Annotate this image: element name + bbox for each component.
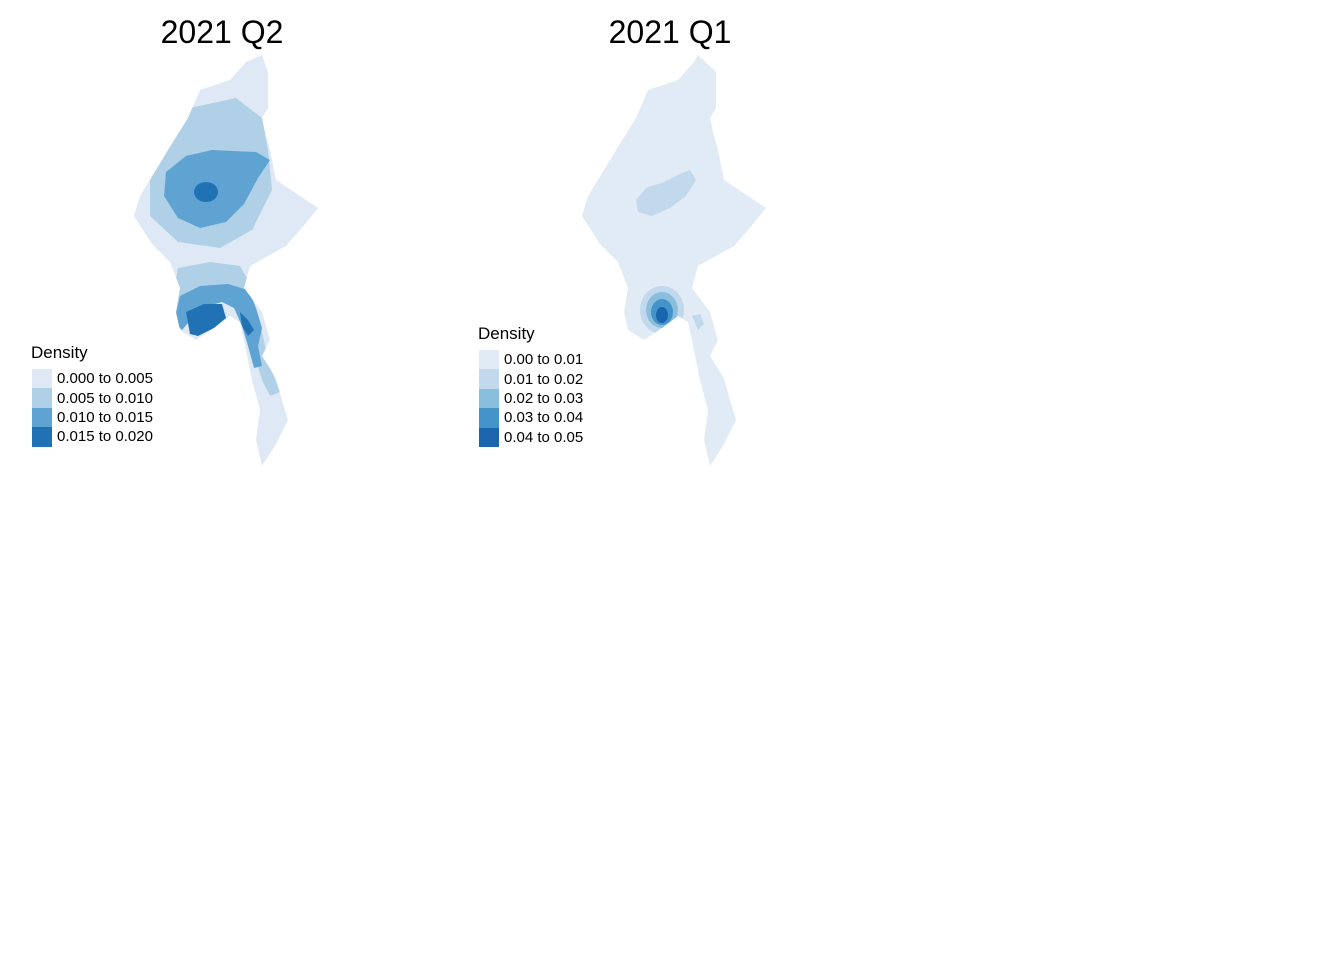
legend-entry: 0.01 to 0.02 — [478, 369, 584, 389]
density-map — [134, 55, 318, 466]
density-band-level-3-south — [174, 284, 262, 368]
legend-label: 0.010 to 0.015 — [57, 408, 153, 426]
panel-title: 2021 Q2 — [160, 14, 284, 50]
density-band-level-4-east — [240, 312, 254, 336]
map-panel-2021-q1: 2021 Q1 Density 0.00 to 0.01 0.01 to 0.0… — [448, 0, 888, 480]
legend-title: Density — [478, 324, 535, 343]
density-band-level-2-east — [692, 314, 704, 330]
map-legend: Density 0.000 to 0.005 0.005 to 0.010 0.… — [31, 343, 153, 447]
density-band-level-4-south — [186, 304, 226, 336]
legend-swatch — [479, 350, 499, 370]
panel-title: 2021 Q1 — [608, 14, 732, 50]
legend-swatch — [32, 369, 52, 389]
density-band-level-4 — [194, 182, 218, 202]
legend-swatch — [479, 369, 499, 389]
legend-label: 0.00 to 0.01 — [504, 351, 584, 369]
legend-label: 0.02 to 0.03 — [504, 389, 584, 407]
legend-label: 0.01 to 0.02 — [504, 370, 584, 388]
legend-swatch — [479, 408, 499, 428]
legend-swatch — [479, 388, 499, 409]
legend-label: 0.03 to 0.04 — [504, 409, 584, 427]
density-surface — [582, 55, 766, 466]
density-band-level-1 — [582, 55, 766, 466]
legend-label: 0.000 to 0.005 — [57, 370, 153, 388]
map-legend: Density 0.00 to 0.01 0.01 to 0.02 0.02 t… — [478, 324, 583, 447]
legend-swatch — [32, 407, 52, 428]
legend-swatch — [32, 427, 52, 447]
legend-label: 0.005 to 0.010 — [57, 389, 153, 407]
map-panel-2021-q2: 2021 Q2 Density 0.000 to 0.005 0.005 to … — [0, 0, 440, 480]
legend-swatch — [32, 388, 52, 408]
density-band-level-5 — [656, 307, 668, 323]
density-map — [582, 55, 766, 466]
legend-swatch — [479, 427, 499, 447]
legend-entry: 0.000 to 0.005 — [31, 369, 153, 389]
legend-entry: 0.015 to 0.020 — [31, 427, 153, 447]
legend-label: 0.015 to 0.020 — [57, 428, 153, 446]
legend-title: Density — [31, 343, 88, 362]
legend-entry: 0.02 to 0.03 — [478, 388, 584, 409]
legend-entry: 0.005 to 0.010 — [31, 388, 153, 408]
legend-entry: 0.010 to 0.015 — [31, 407, 153, 428]
legend-entry: 0.04 to 0.05 — [478, 427, 584, 447]
legend-entry: 0.00 to 0.01 — [478, 350, 584, 370]
density-band-level-2 — [636, 170, 696, 216]
legend-entry: 0.03 to 0.04 — [478, 408, 584, 428]
legend-label: 0.04 to 0.05 — [504, 428, 584, 446]
